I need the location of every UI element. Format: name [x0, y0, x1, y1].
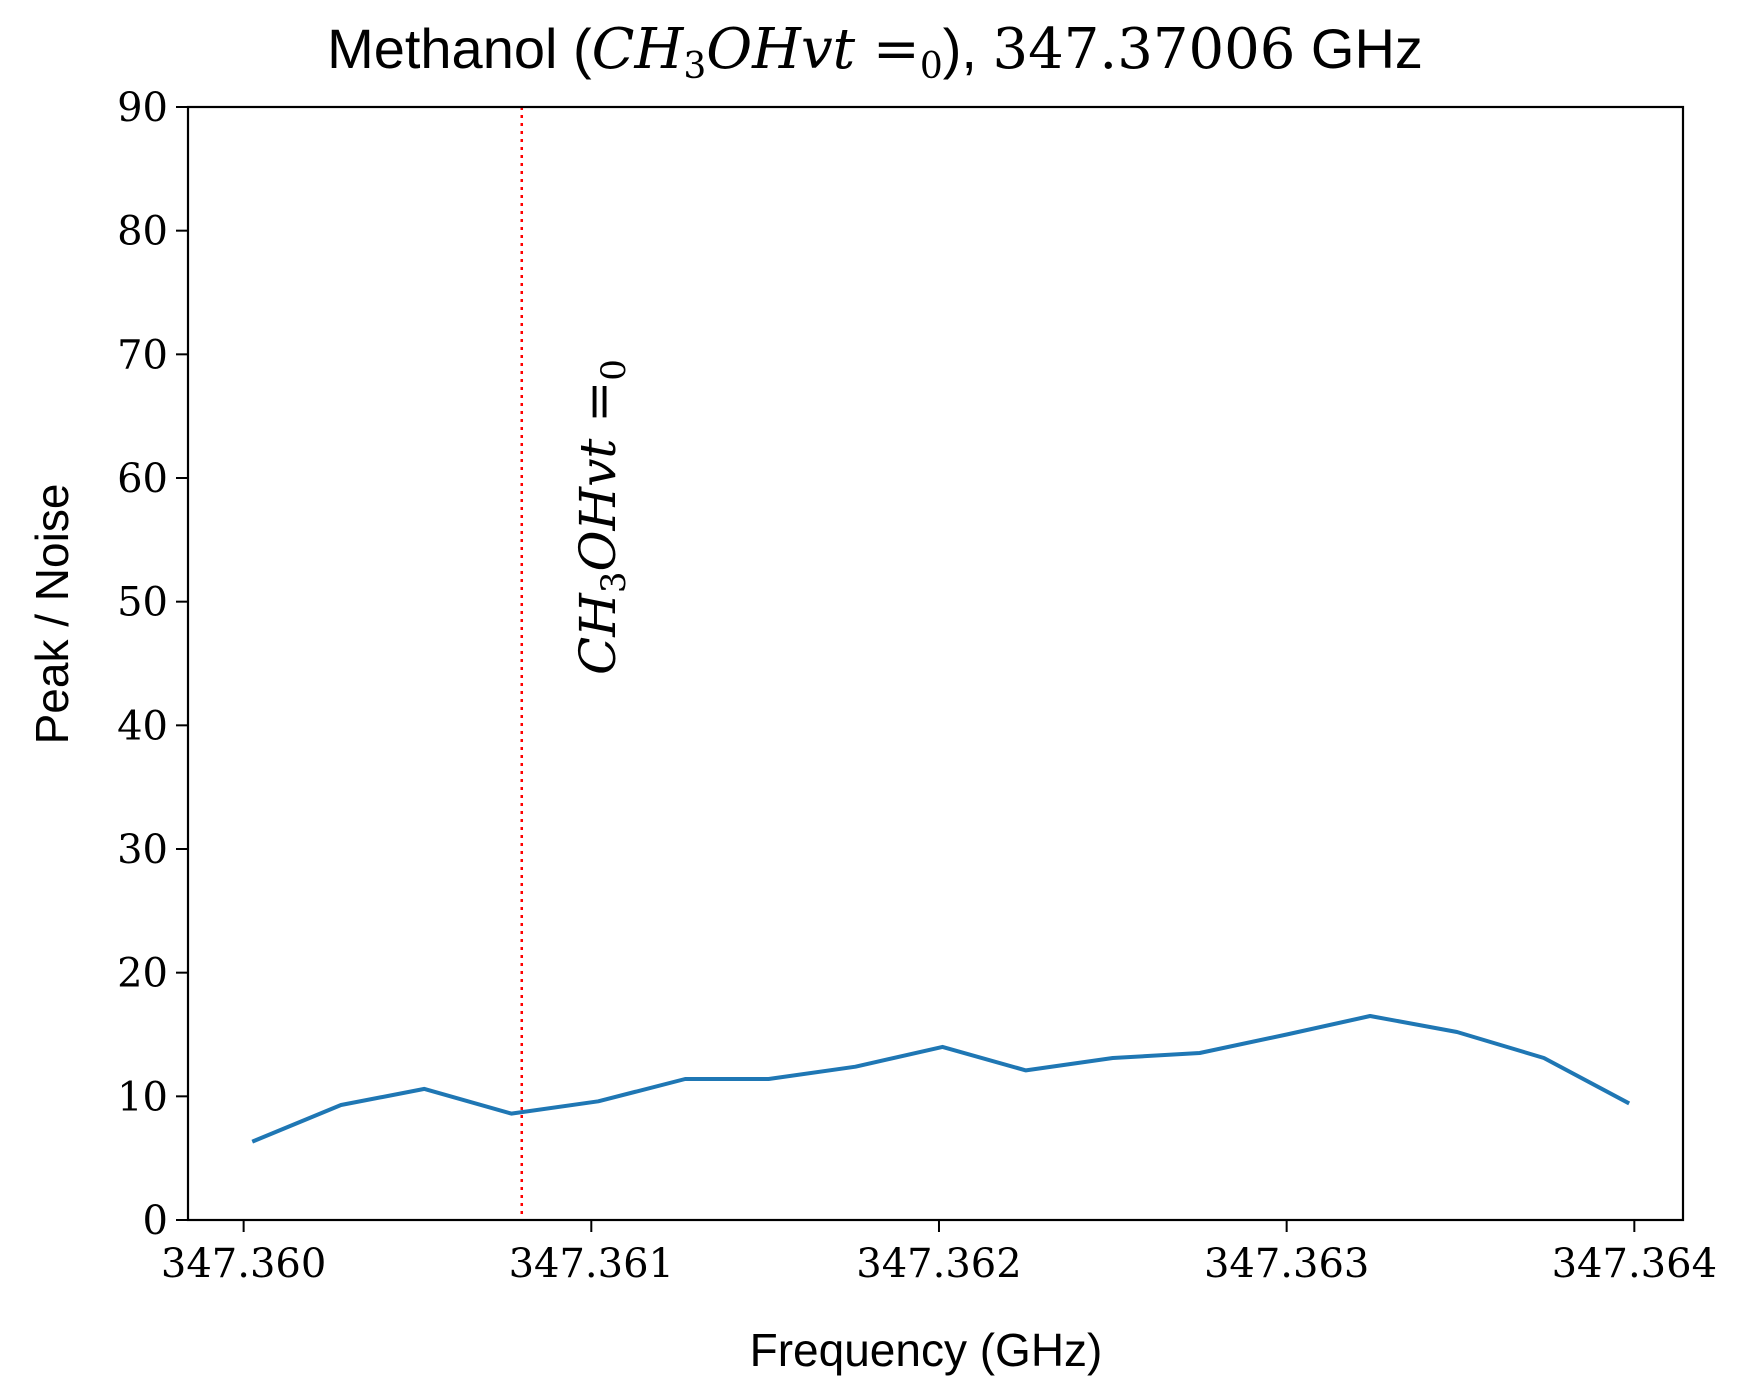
y-tick-label: 40	[117, 703, 168, 749]
title-subscript-2: 0	[920, 46, 943, 87]
x-tick-label: 347.362	[856, 1241, 1021, 1287]
x-tick-label: 347.363	[1204, 1241, 1369, 1287]
series-layer	[251, 1014, 1631, 1144]
x-tick-label: 347.360	[161, 1241, 326, 1287]
title-species-2: OHvt =	[706, 17, 920, 82]
title-species: CH	[592, 17, 685, 82]
y-tick-label: 20	[117, 951, 168, 997]
annotation-part-2: OHvt =	[569, 381, 627, 572]
plot-frame	[186, 105, 1685, 1222]
title-subscript-1: 3	[683, 46, 706, 87]
x-axis-label: Frequency (GHz)	[750, 1324, 1103, 1376]
transition-marker-label: CH3OHvt =0	[569, 359, 634, 675]
series-line-0	[251, 1014, 1631, 1144]
title-prefix: Methanol (	[327, 17, 592, 80]
chart-title: Methanol (CH3OHvt =0), 347.37006 GHz	[327, 17, 1423, 87]
x-tick-label: 347.361	[509, 1241, 674, 1287]
title-frequency: 347.37006	[993, 17, 1296, 82]
y-tick-label: 70	[117, 332, 168, 378]
y-tick-label: 50	[117, 580, 168, 626]
y-tick-label: 90	[117, 85, 168, 131]
annotation-part-1: 3	[594, 571, 634, 593]
title-suffix: ),	[943, 17, 993, 80]
annotation-part-0: CH	[569, 592, 627, 675]
annotation-layer: CH3OHvt =0	[520, 107, 634, 1220]
y-tick-label: 30	[117, 827, 168, 873]
annotation-part-3: 0	[594, 359, 634, 381]
x-tick-label: 347.364	[1552, 1241, 1717, 1287]
y-tick-label: 60	[117, 456, 168, 502]
y-tick-label: 0	[143, 1198, 168, 1244]
y-axis-label: Peak / Noise	[26, 484, 78, 745]
y-tick-label: 80	[117, 209, 168, 255]
y-tick-label: 10	[117, 1074, 168, 1120]
title-unit: GHz	[1295, 17, 1423, 80]
